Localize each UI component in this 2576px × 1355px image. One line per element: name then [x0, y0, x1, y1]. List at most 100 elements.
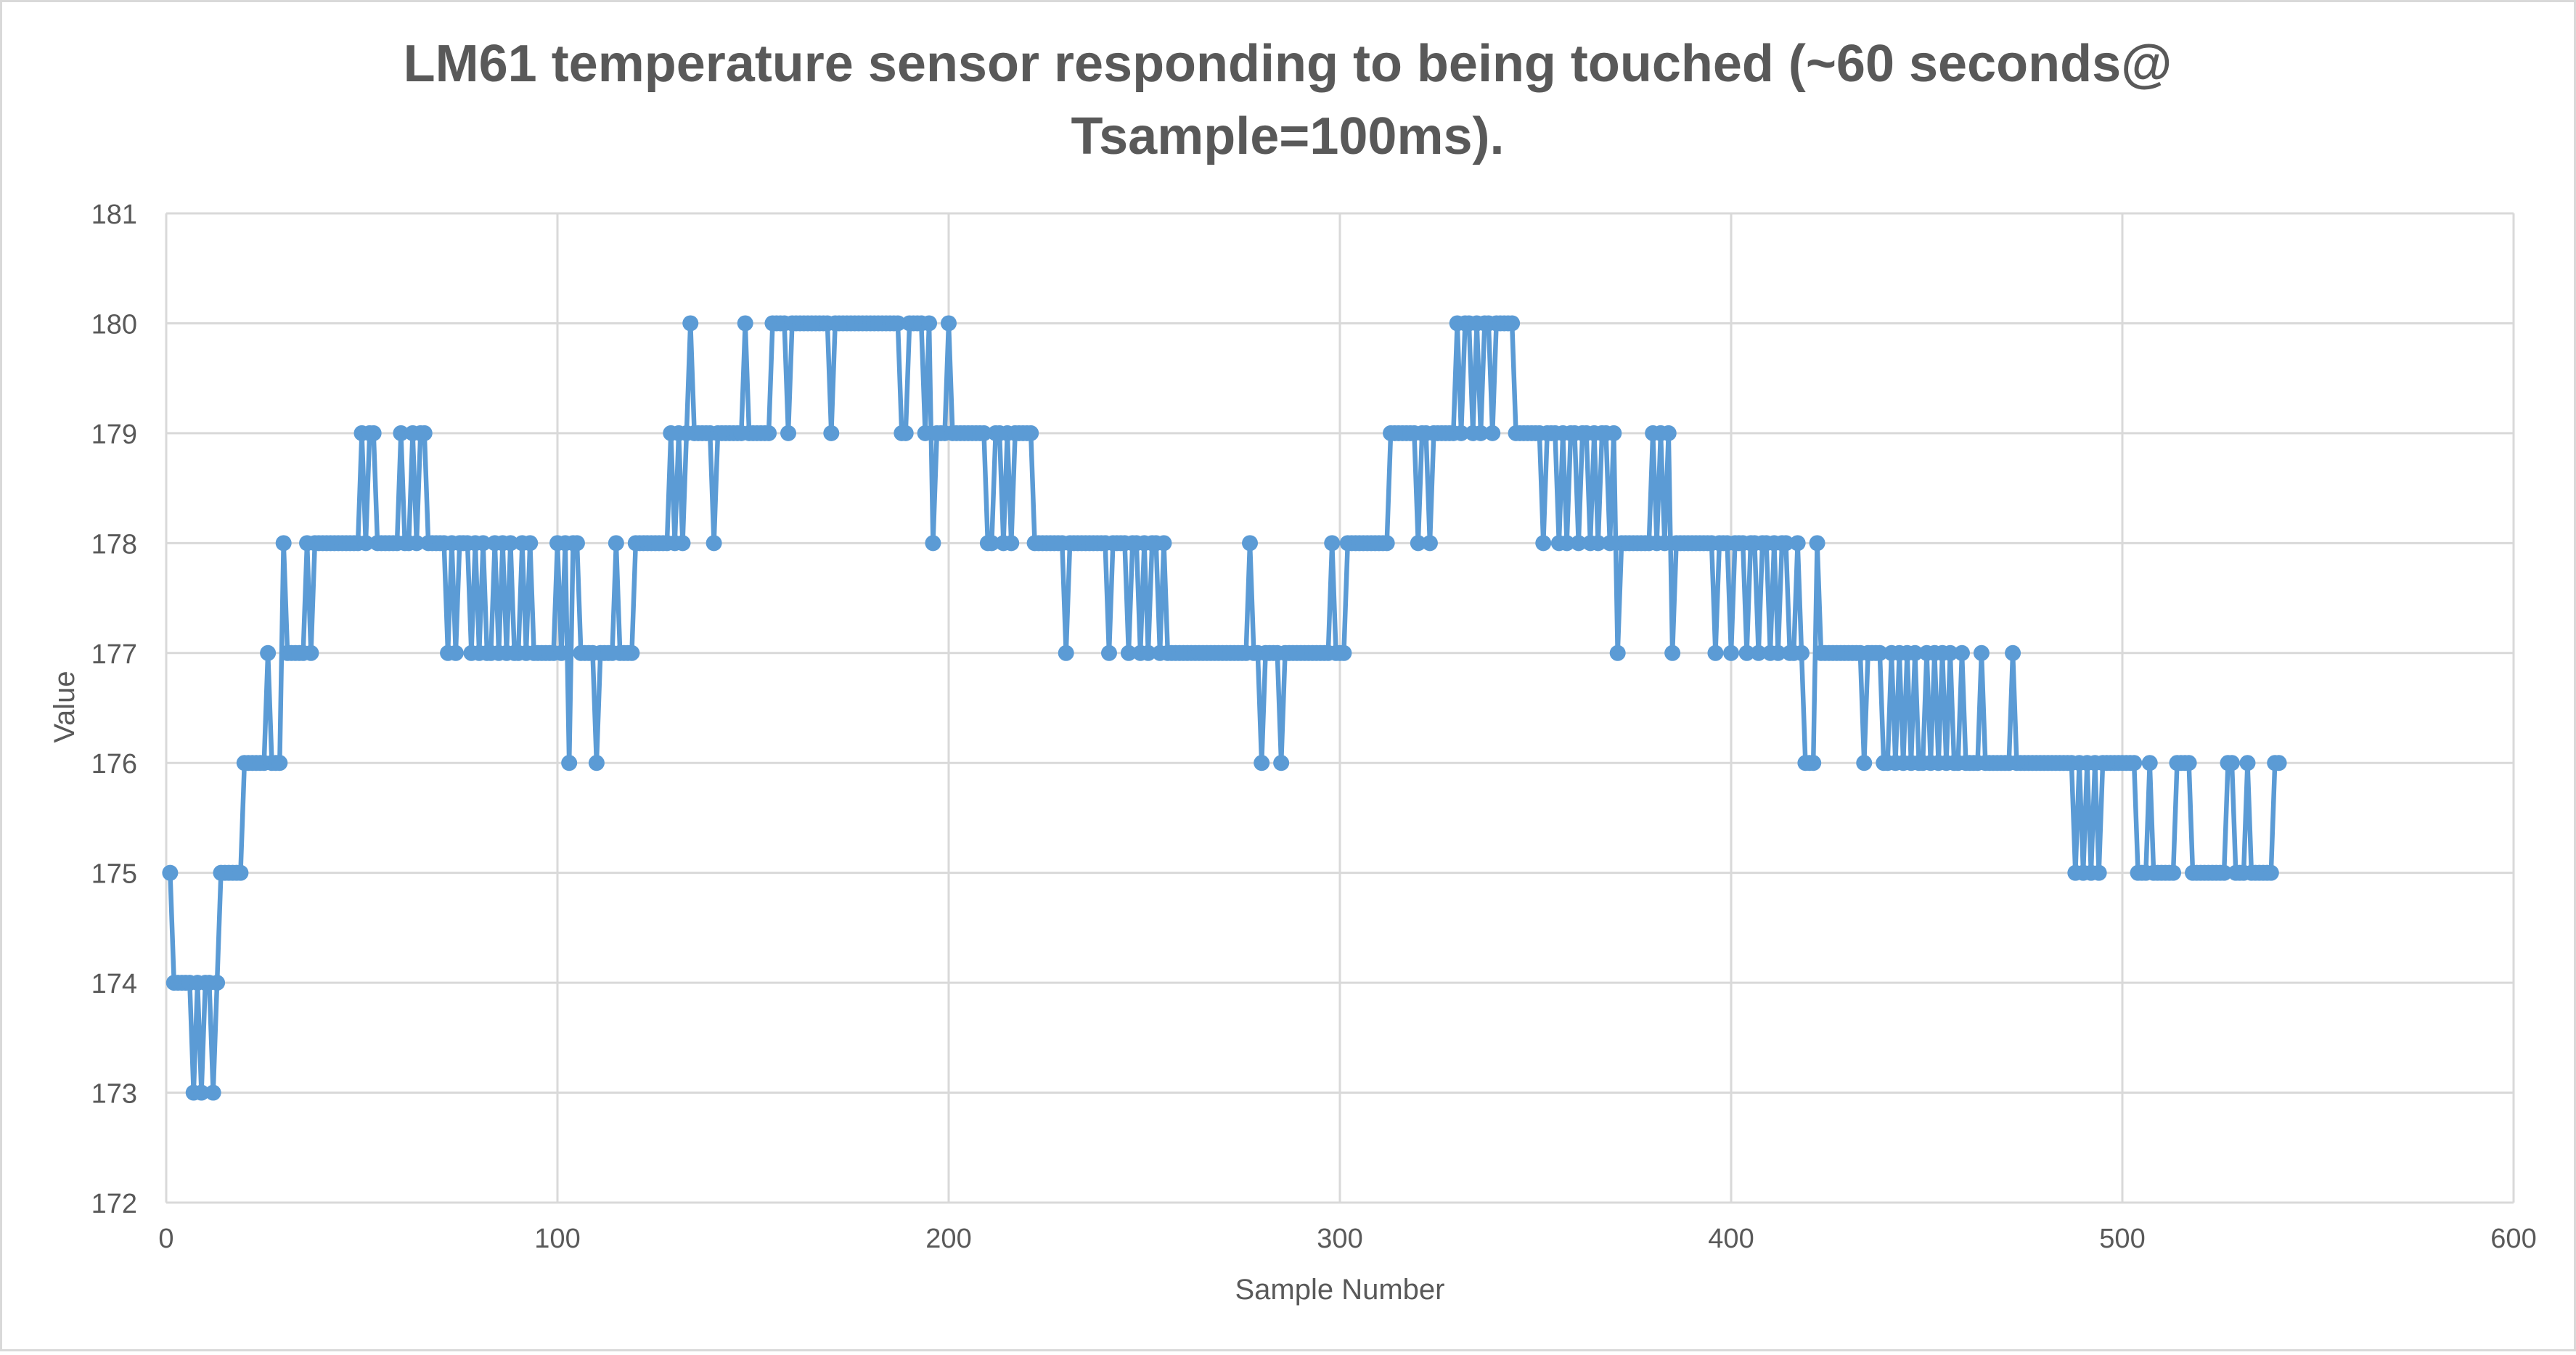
y-tick-label: 179: [91, 419, 137, 450]
data-point: [921, 315, 938, 332]
data-point: [1156, 535, 1172, 552]
chart-title-line-2: Tsample=100ms).: [1071, 107, 1505, 165]
data-point: [1410, 535, 1426, 552]
x-tick-label: 500: [2099, 1224, 2145, 1254]
y-tick-label: 180: [91, 309, 137, 340]
chart-title-line-1: LM61 temperature sensor responding to be…: [404, 35, 2172, 93]
data-point: [1378, 535, 1395, 552]
data-point: [1664, 644, 1681, 661]
data-point: [984, 535, 1000, 552]
x-tick-label: 0: [158, 1224, 173, 1254]
data-point: [1707, 644, 1724, 661]
data-point: [1660, 425, 1677, 441]
data-point: [303, 644, 319, 661]
data-point: [232, 864, 249, 881]
data-point: [1805, 755, 1822, 771]
data-point: [2239, 755, 2256, 771]
x-tick-label: 600: [2490, 1224, 2536, 1254]
data-point: [2165, 864, 2182, 881]
data-point: [608, 535, 624, 552]
data-point: [2270, 755, 2287, 771]
data-point: [1590, 535, 1606, 552]
data-point: [1324, 535, 1341, 552]
data-point: [1973, 644, 1990, 661]
data-point: [1504, 315, 1521, 332]
data-point: [706, 535, 722, 552]
data-point: [889, 315, 906, 332]
data-point: [1120, 644, 1137, 661]
y-tick-label: 174: [91, 969, 137, 999]
data-point: [1453, 425, 1470, 441]
data-point: [502, 535, 519, 552]
x-tick-label: 100: [534, 1224, 580, 1254]
data-point: [568, 535, 585, 552]
data-point: [1058, 644, 1074, 661]
data-point: [2141, 755, 2158, 771]
data-point: [1942, 644, 1958, 661]
data-point: [1421, 535, 1438, 552]
data-point: [1484, 425, 1501, 441]
y-tick-label: 172: [91, 1189, 137, 1219]
data-point: [917, 425, 933, 441]
data-point: [674, 535, 691, 552]
data-point: [475, 535, 491, 552]
data-point: [1003, 535, 1020, 552]
x-axis-label: Sample Number: [1235, 1274, 1444, 1306]
data-point: [365, 425, 382, 441]
data-point: [447, 644, 464, 661]
data-point: [1907, 644, 1923, 661]
data-point: [2262, 864, 2279, 881]
tick-labels: 172 173 174 175 176 177 178 179 180 181 0 100 200 300…: [91, 200, 2537, 1254]
data-point: [1609, 644, 1626, 661]
x-tick-label: 400: [1708, 1224, 1754, 1254]
data-point: [737, 315, 753, 332]
series-markers: [162, 315, 2287, 1101]
y-tick-label: 178: [91, 529, 137, 560]
y-tick-label: 173: [91, 1079, 137, 1110]
y-tick-label: 177: [91, 639, 137, 670]
data-point: [1856, 755, 1873, 771]
data-point: [588, 755, 605, 771]
data-point: [761, 425, 777, 441]
data-point: [1023, 425, 1039, 441]
data-point: [416, 425, 433, 441]
data-point: [682, 315, 699, 332]
data-point: [780, 425, 797, 441]
data-point: [260, 644, 277, 661]
data-point: [1535, 535, 1552, 552]
data-point: [522, 535, 539, 552]
data-point: [897, 425, 914, 441]
data-point: [623, 644, 640, 661]
data-point: [1606, 425, 1622, 441]
data-point: [1242, 535, 1259, 552]
data-point: [393, 425, 409, 441]
data-point: [976, 425, 992, 441]
data-point: [1750, 644, 1767, 661]
data-point: [1723, 644, 1739, 661]
data-point: [1770, 644, 1786, 661]
data-point: [2216, 864, 2233, 881]
data-point: [162, 864, 179, 881]
data-point: [205, 1084, 221, 1101]
data-point: [2126, 755, 2143, 771]
data-point: [925, 535, 941, 552]
data-point: [193, 1084, 210, 1101]
data-point: [275, 535, 292, 552]
data-point: [2090, 864, 2107, 881]
data-point: [1794, 644, 1810, 661]
y-axis-label: Value: [49, 671, 81, 742]
data-point: [2005, 644, 2021, 661]
y-tick-label: 181: [91, 200, 137, 230]
data-point: [1570, 535, 1587, 552]
data-point: [271, 755, 288, 771]
x-tick-label: 200: [925, 1224, 971, 1254]
y-tick-label: 176: [91, 749, 137, 779]
data-point: [1336, 644, 1352, 661]
data-point: [941, 315, 957, 332]
data-point: [408, 535, 425, 552]
data-point: [1601, 535, 1618, 552]
data-point: [1140, 644, 1156, 661]
